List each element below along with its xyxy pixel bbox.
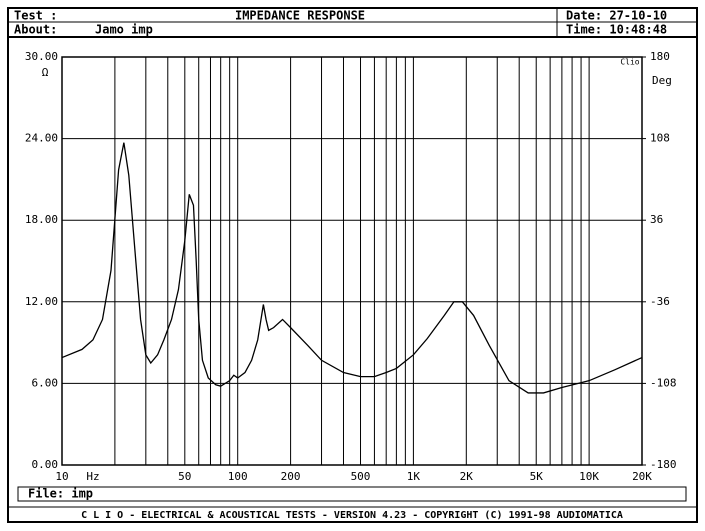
credits: C L I O - ELECTRICAL & ACOUSTICAL TESTS … xyxy=(81,510,623,521)
x-tick-label: 5K xyxy=(530,470,544,483)
x-tick-label: 10 xyxy=(55,470,68,483)
y2-tick-label: -108 xyxy=(650,376,677,389)
x-tick-label: 50 xyxy=(178,470,191,483)
x-axis-label: Hz xyxy=(86,470,99,483)
y2-axis-label: Deg xyxy=(652,74,672,87)
y2-tick-label: 36 xyxy=(650,213,663,226)
x-tick-label: 200 xyxy=(281,470,301,483)
about-value: Jamo imp xyxy=(95,23,153,37)
about-label: About: xyxy=(14,23,57,37)
y-tick-label: 30.00 xyxy=(25,50,58,63)
date: Date: 27-10-10 xyxy=(566,9,667,23)
impedance-curve xyxy=(61,142,643,394)
plot-frame xyxy=(61,56,643,466)
frame xyxy=(7,7,698,523)
x-tick-label: 500 xyxy=(351,470,371,483)
y-tick-label: 6.00 xyxy=(32,376,59,389)
x-tick-label: 10K xyxy=(579,470,599,483)
file-box xyxy=(17,486,687,502)
y-tick-label: 18.00 xyxy=(25,213,58,226)
y-tick-label: 0.00 xyxy=(32,458,59,471)
x-tick-label: 100 xyxy=(228,470,248,483)
y2-tick-label: 180 xyxy=(650,50,670,63)
annotation: Clio xyxy=(620,58,639,67)
x-tick-label: 1K xyxy=(407,470,421,483)
time: Time: 10:48:48 xyxy=(566,23,667,37)
y2-tick-label: -180 xyxy=(650,458,677,471)
file-label: File: imp xyxy=(28,487,93,501)
y-tick-label: 12.00 xyxy=(25,295,58,308)
y2-tick-label: 108 xyxy=(650,132,670,145)
test-label: Test : xyxy=(14,9,57,23)
y2-tick-label: -36 xyxy=(650,295,670,308)
x-tick-label: 20K xyxy=(632,470,652,483)
y-axis-label: Ω xyxy=(42,66,49,79)
x-tick-label: 2K xyxy=(460,470,474,483)
chart-title: IMPEDANCE RESPONSE xyxy=(235,9,365,23)
y-tick-label: 24.00 xyxy=(25,132,58,145)
